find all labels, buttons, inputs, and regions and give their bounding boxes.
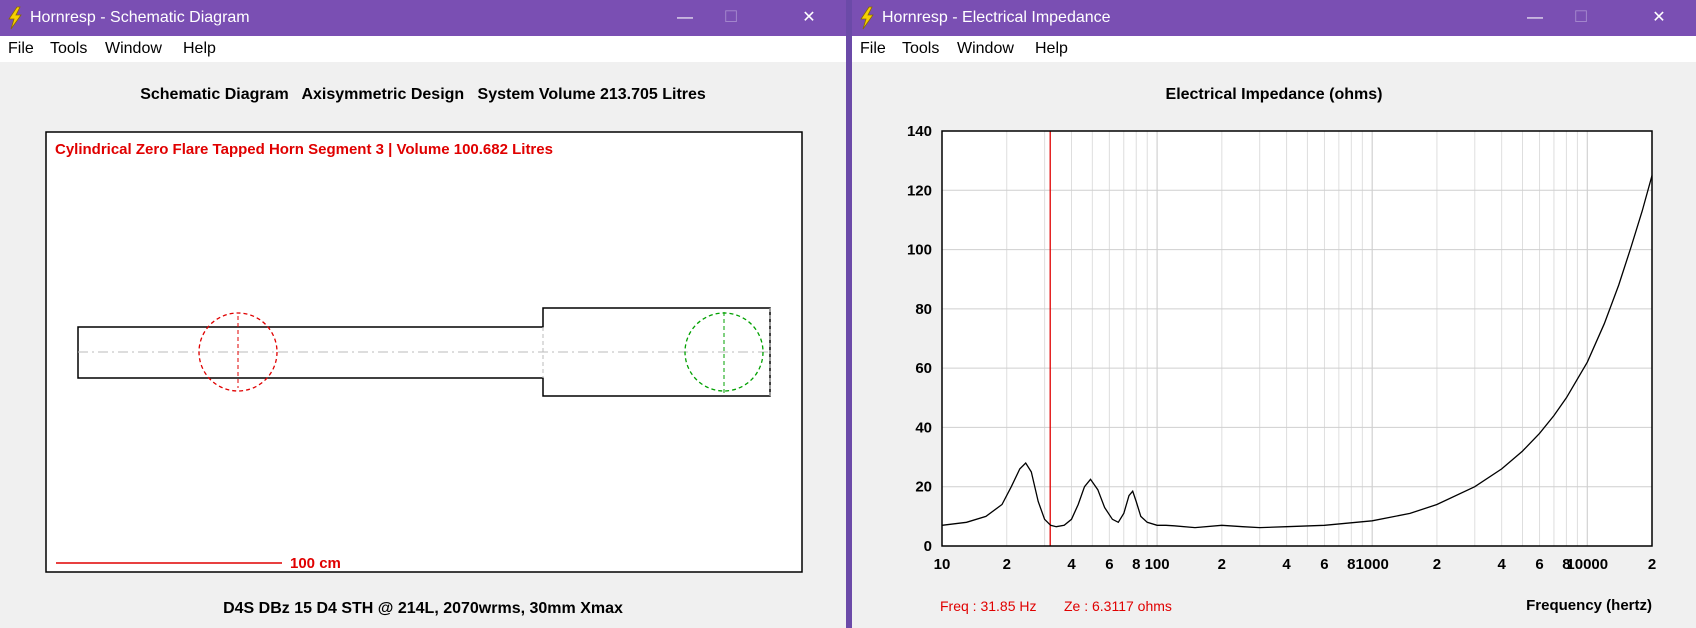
impedance-window: Hornresp - Electrical Impedance — ☐ ✕ Fi… bbox=[852, 0, 1696, 628]
x-tick-label: 8 bbox=[1132, 556, 1140, 573]
x-tick-label: 4 bbox=[1067, 556, 1076, 573]
scale-label: 100 cm bbox=[290, 555, 341, 572]
close-button[interactable]: ✕ bbox=[1652, 9, 1666, 26]
impedance-curve bbox=[941, 175, 1653, 529]
minimize-button[interactable]: — bbox=[677, 9, 693, 26]
maximize-button[interactable]: ☐ bbox=[1573, 9, 1589, 26]
plot-frame bbox=[941, 130, 1653, 547]
close-button[interactable]: ✕ bbox=[802, 9, 816, 26]
minimize-button[interactable]: — bbox=[1527, 9, 1543, 26]
x-tick-label: 2 bbox=[1003, 556, 1011, 573]
menu-tools[interactable]: Tools bbox=[50, 40, 88, 57]
menu-file[interactable]: File bbox=[8, 40, 34, 57]
lightning-icon bbox=[860, 6, 874, 30]
x-tick-label: 2 bbox=[1433, 556, 1441, 573]
menu-window[interactable]: Window bbox=[957, 40, 1014, 57]
y-tick-label: 60 bbox=[915, 360, 932, 377]
window-title: Hornresp - Electrical Impedance bbox=[882, 9, 1111, 26]
x-tick-label: 8 bbox=[1347, 556, 1355, 573]
y-tick-label: 20 bbox=[915, 479, 932, 496]
plot-area bbox=[942, 131, 1652, 546]
segment-label: Cylindrical Zero Flare Tapped Horn Segme… bbox=[55, 141, 553, 158]
menu-bar: File Tools Window Help bbox=[852, 36, 1696, 62]
menu-help[interactable]: Help bbox=[183, 40, 216, 57]
title-bar[interactable]: Hornresp - Electrical Impedance — ☐ ✕ bbox=[852, 0, 1696, 36]
driver-circle bbox=[198, 312, 278, 392]
y-tick-label: 140 bbox=[907, 123, 932, 140]
x-tick-label: 6 bbox=[1320, 556, 1328, 573]
y-tick-label: 120 bbox=[907, 182, 932, 199]
y-tick-label: 0 bbox=[924, 538, 932, 555]
x-tick-label: 6 bbox=[1105, 556, 1113, 573]
window-title: Hornresp - Schematic Diagram bbox=[30, 9, 250, 26]
x-tick-label: 10000 bbox=[1566, 556, 1608, 573]
readout-freq: Freq : 31.85 Hz bbox=[940, 598, 1037, 614]
schematic-heading: Schematic Diagram Axisymmetric Design Sy… bbox=[140, 86, 706, 103]
x-tick-label: 4 bbox=[1282, 556, 1291, 573]
maximize-button[interactable]: ☐ bbox=[723, 9, 739, 26]
y-tick-label: 80 bbox=[915, 301, 932, 318]
menu-window[interactable]: Window bbox=[105, 40, 162, 57]
y-tick-label: 40 bbox=[915, 419, 932, 436]
menu-help[interactable]: Help bbox=[1035, 40, 1068, 57]
schematic-footer: D4S DBz 15 D4 STH @ 214L, 2070wrms, 30mm… bbox=[223, 600, 623, 617]
schematic-window: Hornresp - Schematic Diagram — ☐ ✕ File … bbox=[0, 0, 846, 628]
impedance-canvas: Electrical Impedance (ohms) 0 20 40 60 80 100… bbox=[852, 62, 1696, 628]
schematic-canvas: Schematic Diagram Axisymmetric Design Sy… bbox=[0, 62, 846, 628]
menu-bar: File Tools Window Help bbox=[0, 36, 846, 62]
y-tick-label: 100 bbox=[907, 242, 932, 259]
x-tick-label: 2 bbox=[1218, 556, 1226, 573]
chart-title: Electrical Impedance (ohms) bbox=[1165, 86, 1383, 103]
schematic-drawing: Cylindrical Zero Flare Tapped Horn Segme… bbox=[45, 131, 803, 617]
x-tick-label: 1000 bbox=[1355, 556, 1388, 573]
readout-ze: Ze : 6.3117 ohms bbox=[1064, 598, 1172, 614]
x-axis-title: Frequency (hertz) bbox=[1526, 597, 1652, 614]
x-tick-label: 8 bbox=[1562, 556, 1570, 573]
x-tick-label: 4 bbox=[1497, 556, 1506, 573]
x-tick-label: 100 bbox=[1145, 556, 1170, 573]
x-tick-label: 10 bbox=[934, 556, 951, 573]
title-bar[interactable]: Hornresp - Schematic Diagram — ☐ ✕ bbox=[0, 0, 846, 36]
x-tick-label: 6 bbox=[1535, 556, 1543, 573]
x-tick-label: 2 bbox=[1648, 556, 1656, 573]
lightning-icon bbox=[8, 6, 22, 30]
menu-file[interactable]: File bbox=[860, 40, 886, 57]
menu-tools[interactable]: Tools bbox=[902, 40, 940, 57]
